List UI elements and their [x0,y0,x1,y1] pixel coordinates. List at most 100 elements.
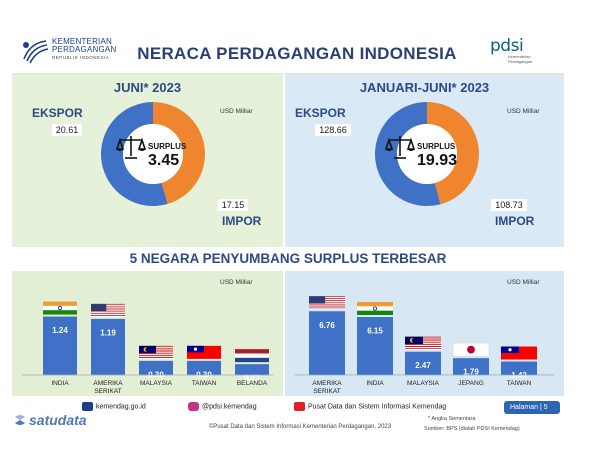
june-bar-chart: 1.24INDIA1.19AMERIKASERIKAT0.30MALAYSIA0… [22,301,273,395]
june-surplus-value: 3.45 [148,152,180,169]
org-line2: PERDAGANGAN [52,45,117,54]
import-slice [153,102,206,204]
category-label: JEPANG [458,380,484,387]
pdsi-subtitle: Kementerian Perdagangan [508,54,533,64]
jan-jun-surplus-value: 19.93 [417,152,458,169]
june-import-value: 17.15 [218,199,248,211]
section-title: 5 NEGARA PENYUMBANG SURPLUS TERBESAR [12,247,564,271]
category-label: INDIA [51,380,69,387]
taiwan-flag-icon [187,345,221,359]
value-label: 1.24 [52,326,68,335]
jan-jun-donut [375,102,479,206]
export-slice [101,102,168,206]
jan-jun-unit: USD Milliar [507,108,540,115]
page-label: Halaman [510,404,539,411]
youtube-icon [294,402,305,411]
jan-jun-import-value: 108.73 [491,199,527,211]
page-number-badge: Halaman | 5 [504,401,560,414]
june-unit: USD Milliar [220,108,253,115]
web-icon [82,402,93,411]
footer-youtube[interactable]: Pusat Data dan Sistem Informasi Kemendag [294,402,446,412]
bar [357,317,393,375]
usa-flag-icon [309,296,345,310]
category-label: INDIA [366,380,384,387]
bar [91,318,125,375]
jan-jun-title: JANUARI-JUNI* 2023 [359,80,490,95]
kemendag-logo-icon [23,40,49,64]
donut-hole [123,124,183,184]
balance-scale-icon [385,136,415,159]
june-title: JUNI* 2023 [113,80,182,95]
footer-instagram[interactable]: @pdsi.kemendag [188,402,257,412]
june-export-label: EKSPOR [32,106,83,120]
june-export-value: 20.61 [52,124,82,136]
jan-jun-export-value: 128.66 [315,124,351,136]
value-label: 2.47 [415,361,431,370]
provisional-note: * Angka Sementara [428,416,476,422]
malaysia-flag-icon [139,345,173,359]
page-number: 5 [543,404,548,411]
bar [235,364,269,375]
jan-jun-surplus-label: SURPLUS [417,142,456,151]
japan-flag-icon [452,342,490,357]
bar [405,351,441,375]
source-note: Sumber: BPS (diolah PDSI Kemendag) [424,426,520,432]
footer: kemendag.go.id @pdsi.kemendag Pusat Data… [12,396,564,420]
usa-flag-icon [91,303,125,317]
jan-jun-export-label: EKSPOR [295,106,346,120]
category-label: SERIKAT [313,388,340,395]
jan-jun-bars-unit: USD Milliar [507,279,540,286]
infographic-card: KEMENTERIAN PERDAGANGAN REPUBLIK INDONES… [12,28,564,420]
malaysia-flag-icon [405,336,441,350]
instagram-icon [188,402,199,411]
header: KEMENTERIAN PERDAGANGAN REPUBLIK INDONES… [12,28,564,74]
satudata-logo-icon [15,415,25,425]
main-title: NERACA PERDAGANGAN INDONESIA [137,44,457,63]
june-donut [101,102,206,206]
satudata-brand: satudata [29,412,87,428]
export-slice [375,102,441,206]
youtube-text: Pusat Data dan Sistem Informasi Kemendag [308,403,447,411]
taiwan-flag-icon [501,346,537,360]
bar [187,360,221,375]
category-label: MALAYSIA [407,380,440,387]
kemendag-wordmark: KEMENTERIAN PERDAGANGAN REPUBLIK INDONES… [52,38,116,62]
donut-hole [397,124,457,184]
netherlands-flag-icon [235,349,269,363]
value-label: 1.19 [100,328,116,337]
pdsi-logo: pdsi Kementerian Perdagangan [490,36,550,66]
june-bars-unit: USD Milliar [220,279,253,286]
value-label: 1.79 [463,368,479,377]
bar [453,358,489,375]
india-flag-icon [43,301,77,315]
value-label: 1.43 [511,371,527,380]
value-label: 6.76 [319,321,335,330]
category-label: AMERIKA [312,380,342,387]
jan-jun-panel: JANUARI-JUNI* 2023 USD Milliar EKSPOR 12… [285,74,564,247]
instagram-text: @pdsi.kemendag [202,403,257,411]
value-label: 6.15 [367,327,383,336]
value-label: 0.23 [244,374,260,383]
june-surplus-label: SURPLUS [148,142,187,151]
category-label: MALAYSIA [140,380,173,387]
bar [43,316,77,375]
bar [139,360,173,375]
category-label: AMERIKA [93,380,123,387]
jan-jun-import-label: IMPOR [495,214,535,228]
category-label: BELANDA [237,380,268,387]
pdsi-wordmark: pdsi [490,36,524,56]
import-slice [427,102,479,205]
june-import-label: IMPOR [222,214,262,228]
jan-jun-bar-panel: USD Milliar 6.76 AMERIKA SERIKAT 6.15 INDIA 2… [285,271,564,396]
category-label: TAIWAN [507,380,532,387]
balance-scale-icon [116,136,146,159]
website-text: kemendag.go.id [96,403,146,411]
bar [501,361,537,375]
category-label: SERIKAT [94,388,121,395]
bar [309,311,345,375]
org-line1: KEMENTERIAN [52,37,112,46]
june-bar-panel: USD Milliar 1.24 INDIA 1.19 AMERIKA SERIKAT 0… [12,271,283,396]
footer-website[interactable]: kemendag.go.id [82,402,146,412]
